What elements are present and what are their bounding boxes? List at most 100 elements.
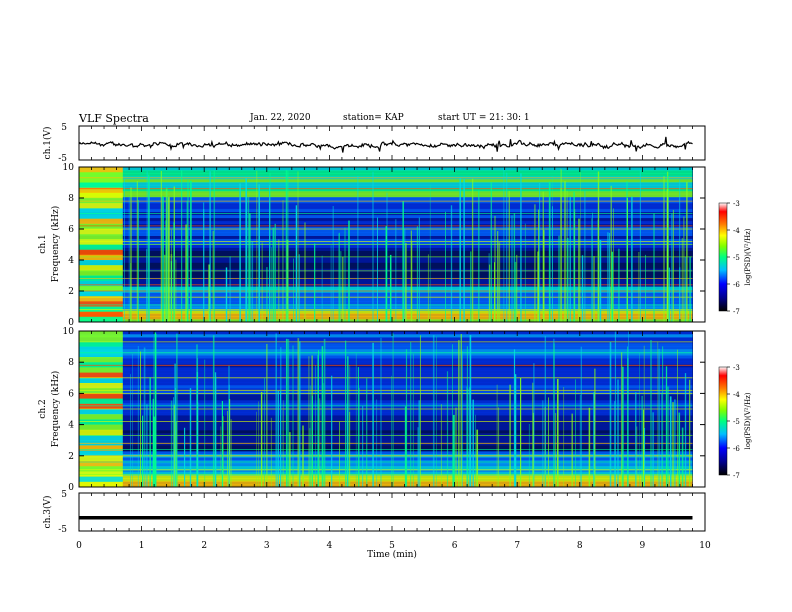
ch2-colorbar-ticks: -3 -4 -5 -6 -7 bbox=[727, 364, 740, 480]
ch3-waveform-ylabel: ch.3(V) bbox=[42, 496, 53, 529]
spectrogram-band bbox=[79, 217, 693, 222]
colorbar-tick-label: -3 bbox=[733, 200, 740, 208]
spectrogram-early-block bbox=[79, 291, 123, 297]
ch1-frequency-label: Frequency (kHz) bbox=[50, 206, 61, 283]
x-axis-tick-labels: 0 1 2 3 4 5 6 7 8 9 10 bbox=[76, 541, 711, 551]
spectrogram-early-block bbox=[79, 481, 123, 488]
spectrogram-early-block bbox=[79, 167, 123, 173]
spectrogram-band bbox=[79, 202, 693, 207]
ytick-label: 0 bbox=[68, 318, 74, 328]
x-tick-label: 10 bbox=[699, 541, 711, 551]
spectrogram-early-block bbox=[79, 424, 123, 431]
ch3-ytick-top: 5 bbox=[61, 490, 67, 500]
spectrogram-band bbox=[79, 457, 693, 461]
ch1-colorbar bbox=[718, 202, 728, 312]
colorbar-tick-label: -7 bbox=[733, 472, 740, 480]
spectrogram-early-block bbox=[79, 223, 123, 230]
spectrogram-early-block bbox=[79, 409, 123, 415]
spectrogram-band bbox=[79, 181, 693, 186]
spectrogram-band bbox=[79, 385, 693, 389]
colorbar-tick-label: -5 bbox=[733, 418, 740, 426]
ytick-label: 6 bbox=[68, 389, 74, 399]
spectrogram-band bbox=[79, 463, 693, 467]
x-tick-label: 5 bbox=[389, 541, 395, 551]
spectrogram-band bbox=[79, 427, 693, 431]
spectrogram-band bbox=[79, 187, 693, 192]
spectrogram-early-block bbox=[79, 270, 123, 276]
x-tick-label: 3 bbox=[264, 541, 270, 551]
spectrogram-early-block bbox=[79, 341, 123, 347]
spectrogram-band bbox=[79, 358, 693, 362]
spectrogram-early-block bbox=[79, 476, 123, 483]
spectrogram-early-block bbox=[79, 213, 123, 219]
spectrogram-band bbox=[79, 170, 693, 174]
spectrogram-band bbox=[79, 370, 693, 374]
spectrogram-early-block bbox=[79, 296, 123, 302]
x-tick-label: 9 bbox=[640, 541, 646, 551]
spectrogram-band bbox=[79, 400, 693, 404]
ch1-waveform-line bbox=[78, 136, 693, 153]
ch1-ytick-top: 5 bbox=[61, 123, 67, 133]
x-tick-label: 7 bbox=[514, 541, 520, 551]
spectrogram-early-block bbox=[79, 351, 123, 358]
spectrogram-early-block bbox=[79, 450, 123, 457]
spectrogram-band bbox=[79, 334, 693, 338]
spectrogram-early-block bbox=[79, 260, 123, 266]
spectrogram-band bbox=[79, 193, 693, 198]
spectrogram-early-block bbox=[79, 187, 123, 194]
ch1-spectrogram-yticks: 0 2 4 6 8 10 bbox=[63, 163, 705, 328]
station-label: station= KAP bbox=[343, 113, 404, 123]
spectrogram-band bbox=[79, 430, 693, 434]
spectrogram-band bbox=[79, 208, 693, 213]
ytick-label: 8 bbox=[68, 194, 74, 204]
spectrogram-band bbox=[79, 415, 693, 419]
spectrogram-band bbox=[79, 337, 693, 341]
spectrogram-band bbox=[79, 361, 693, 365]
spectrogram-band bbox=[79, 364, 693, 368]
colorbar-tick-label: -4 bbox=[733, 391, 740, 399]
spectrogram-band bbox=[79, 346, 693, 350]
spectrogram-band bbox=[79, 466, 693, 470]
spectrogram-band bbox=[79, 388, 693, 392]
x-tick-label: 8 bbox=[577, 541, 583, 551]
spectrogram-early-block bbox=[79, 218, 123, 225]
spectrogram-band bbox=[79, 424, 693, 428]
ch1-waveform-ylabel: ch.1(V) bbox=[42, 127, 53, 160]
spectrogram-band bbox=[79, 409, 693, 413]
spectrogram-band bbox=[79, 223, 693, 227]
spectrogram-band bbox=[79, 167, 693, 171]
colorbar-tick-label: -4 bbox=[733, 227, 740, 235]
ch2-colorbar-label: log(PSD)(V²/Hz) bbox=[744, 392, 752, 449]
spectrogram-early-block bbox=[79, 383, 123, 389]
x-tick-label: 1 bbox=[139, 541, 145, 551]
spectrogram-early-block bbox=[79, 331, 123, 337]
spectrogram-early-block bbox=[79, 285, 123, 292]
ch2-spectrogram-gap bbox=[693, 331, 705, 487]
spectrogram-band bbox=[79, 469, 693, 473]
colorbar-tick-label: -3 bbox=[733, 364, 740, 372]
spectrogram-early-block bbox=[79, 249, 123, 256]
spectrogram-early-block bbox=[79, 372, 123, 379]
spectrogram-early-block bbox=[79, 280, 123, 287]
colorbar-tick-label: -6 bbox=[733, 445, 740, 453]
spectrogram-early-block bbox=[79, 388, 123, 394]
spectrogram-band bbox=[79, 439, 693, 443]
ch2-frequency-label: Frequency (kHz) bbox=[50, 371, 61, 448]
ytick-label: 10 bbox=[63, 163, 75, 173]
spectrogram-early-block bbox=[79, 265, 123, 271]
x-axis-label: Time (min) bbox=[367, 549, 417, 560]
spectrogram-early-block bbox=[79, 301, 123, 307]
ch1-spectrogram-gap bbox=[693, 167, 705, 322]
spectrogram-band bbox=[79, 349, 693, 353]
ch2-spectrogram-heatmap bbox=[79, 331, 693, 488]
ytick-label: 0 bbox=[68, 483, 74, 493]
spectrogram-band bbox=[79, 421, 693, 425]
spectrogram-early-block bbox=[79, 393, 123, 399]
spectrogram-band bbox=[79, 220, 693, 225]
spectrogram-band bbox=[79, 214, 693, 219]
spectrogram-early-block bbox=[79, 336, 123, 342]
spectrogram-early-block bbox=[79, 435, 123, 441]
